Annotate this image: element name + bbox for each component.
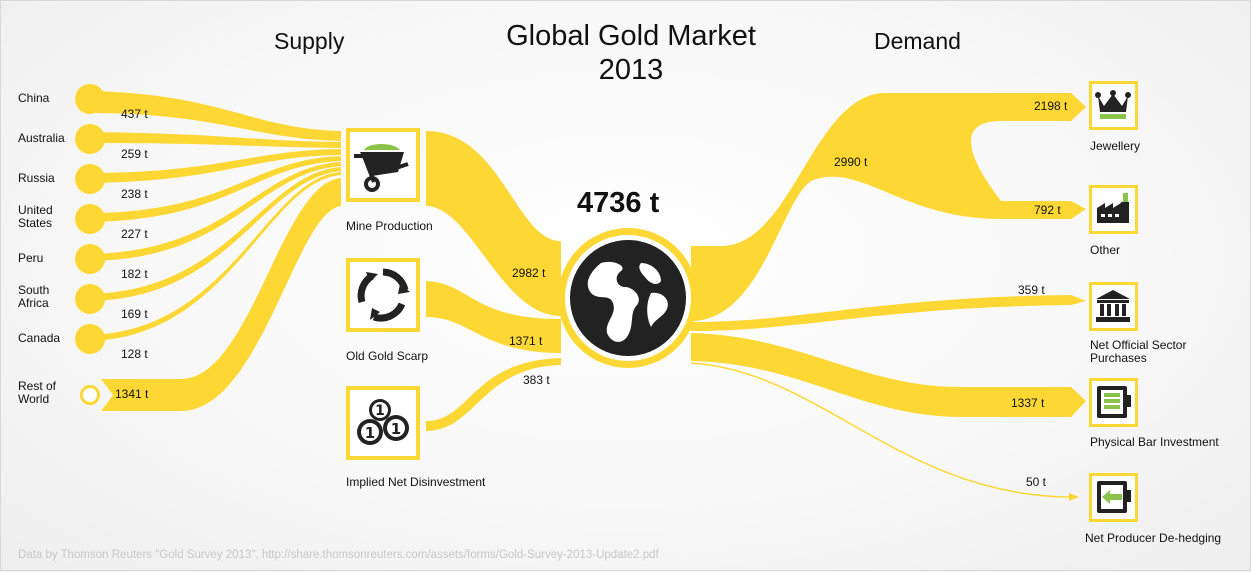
country-value-united-states: 227 t — [121, 227, 148, 241]
country-dot-south-africa — [75, 284, 105, 314]
coins-icon: 1 1 1 — [357, 399, 409, 445]
implied-net-disinvestment-label: Implied Net Disinvestment — [346, 475, 486, 489]
country-label-united-states: United States — [18, 203, 53, 230]
safe-arrow-icon — [1097, 481, 1131, 513]
de-hedging-box — [1089, 473, 1138, 522]
flow-rest-of-world — [101, 178, 341, 411]
country-dot-australia — [75, 124, 105, 154]
old-gold-scrap-box — [346, 258, 420, 332]
country-label-china: China — [18, 91, 50, 105]
flow-australia — [86, 132, 341, 148]
country-dot-peru — [75, 244, 105, 274]
country-dot-united-states — [75, 204, 105, 234]
jewellery-box — [1089, 81, 1138, 130]
title-line2: 2013 — [598, 54, 664, 86]
flow-south-africa — [86, 167, 341, 301]
svg-text:1: 1 — [391, 420, 401, 438]
title-line1: Global Gold Market — [506, 20, 756, 52]
country-dot-canada — [75, 324, 105, 354]
country-value-china: 437 t — [121, 107, 148, 121]
svg-text:1: 1 — [365, 424, 375, 442]
flow-peru — [86, 162, 341, 261]
implied-net-disinvestment-value: 383 t — [523, 373, 550, 387]
crown-icon — [1095, 90, 1131, 119]
official-sector-box — [1089, 282, 1138, 331]
official-sector-value: 359 t — [1018, 283, 1045, 297]
flow-official-sector — [691, 295, 1086, 331]
country-value-australia: 259 t — [121, 147, 148, 161]
globe-icon — [570, 240, 686, 356]
country-label-canada: Canada — [18, 331, 61, 345]
implied-net-disinvestment-box: 1 1 1 — [346, 386, 420, 460]
safe-icon — [1097, 386, 1131, 418]
country-value-canada: 128 t — [121, 347, 148, 361]
country-dot-rest-of-world — [80, 385, 100, 405]
flow-china — [86, 91, 341, 141]
total-label: 4736 t — [577, 187, 660, 219]
flow-canada — [86, 172, 341, 341]
jewellery-label: Jewellery — [1090, 139, 1141, 153]
mine-production-label: Mine Production — [346, 219, 433, 233]
de-hedging-value: 50 t — [1026, 475, 1047, 489]
source-note: Data by Thomson Reuters "Gold Survey 201… — [18, 549, 659, 561]
recycle-icon — [357, 268, 410, 322]
country-value-south-africa: 169 t — [121, 307, 148, 321]
flow-united-states — [86, 156, 341, 222]
factory-icon — [1097, 193, 1129, 223]
country-label-australia: Australia — [18, 131, 65, 145]
supply-header: Supply — [274, 28, 345, 54]
jewellery-other-total-value: 2990 t — [834, 155, 868, 169]
country-value-russia: 238 t — [121, 187, 148, 201]
bar-investment-label: Physical Bar Investment — [1090, 435, 1219, 449]
other-label: Other — [1090, 243, 1121, 257]
country-dot-china — [75, 84, 105, 114]
bar-investment-box — [1089, 378, 1138, 427]
country-value-peru: 182 t — [121, 267, 148, 281]
bar-investment-value: 1337 t — [1011, 396, 1045, 410]
chart-title: Global Gold Market 2013 — [461, 19, 801, 87]
flow-mine-production — [426, 131, 561, 316]
old-gold-scrap-value: 1371 t — [509, 334, 543, 348]
country-label-russia: Russia — [18, 171, 55, 185]
flow-jewellery-other-trunk — [691, 93, 1086, 321]
mine-production-value: 2982 t — [512, 266, 546, 280]
old-gold-scrap-label: Old Gold Scarp — [346, 349, 429, 363]
country-label-south-africa: South Africa — [18, 283, 50, 310]
svg-text:1: 1 — [375, 403, 385, 419]
other-value: 792 t — [1034, 203, 1061, 217]
bank-icon — [1096, 290, 1130, 322]
flow-old-gold-scrap — [426, 281, 561, 353]
mine-production-box — [346, 128, 420, 202]
demand-header: Demand — [874, 28, 961, 54]
flow-russia — [86, 149, 341, 183]
flow-de-hedging — [690, 362, 1072, 498]
official-sector-label: Net Official Sector Purchases — [1090, 338, 1187, 365]
jewellery-value: 2198 t — [1034, 99, 1068, 113]
other-box — [1089, 185, 1138, 234]
wheelbarrow-icon — [354, 144, 409, 192]
flow-implied-net-disinvestment — [426, 358, 561, 431]
de-hedging-label: Net Producer De-hedging — [1085, 531, 1222, 545]
country-label-peru: Peru — [18, 251, 44, 265]
flow-bar-investment — [691, 333, 1086, 417]
country-label-rest-of-world: Rest of World — [18, 379, 57, 406]
country-value-rest-of-world: 1341 t — [115, 387, 149, 401]
country-dot-russia — [75, 164, 105, 194]
